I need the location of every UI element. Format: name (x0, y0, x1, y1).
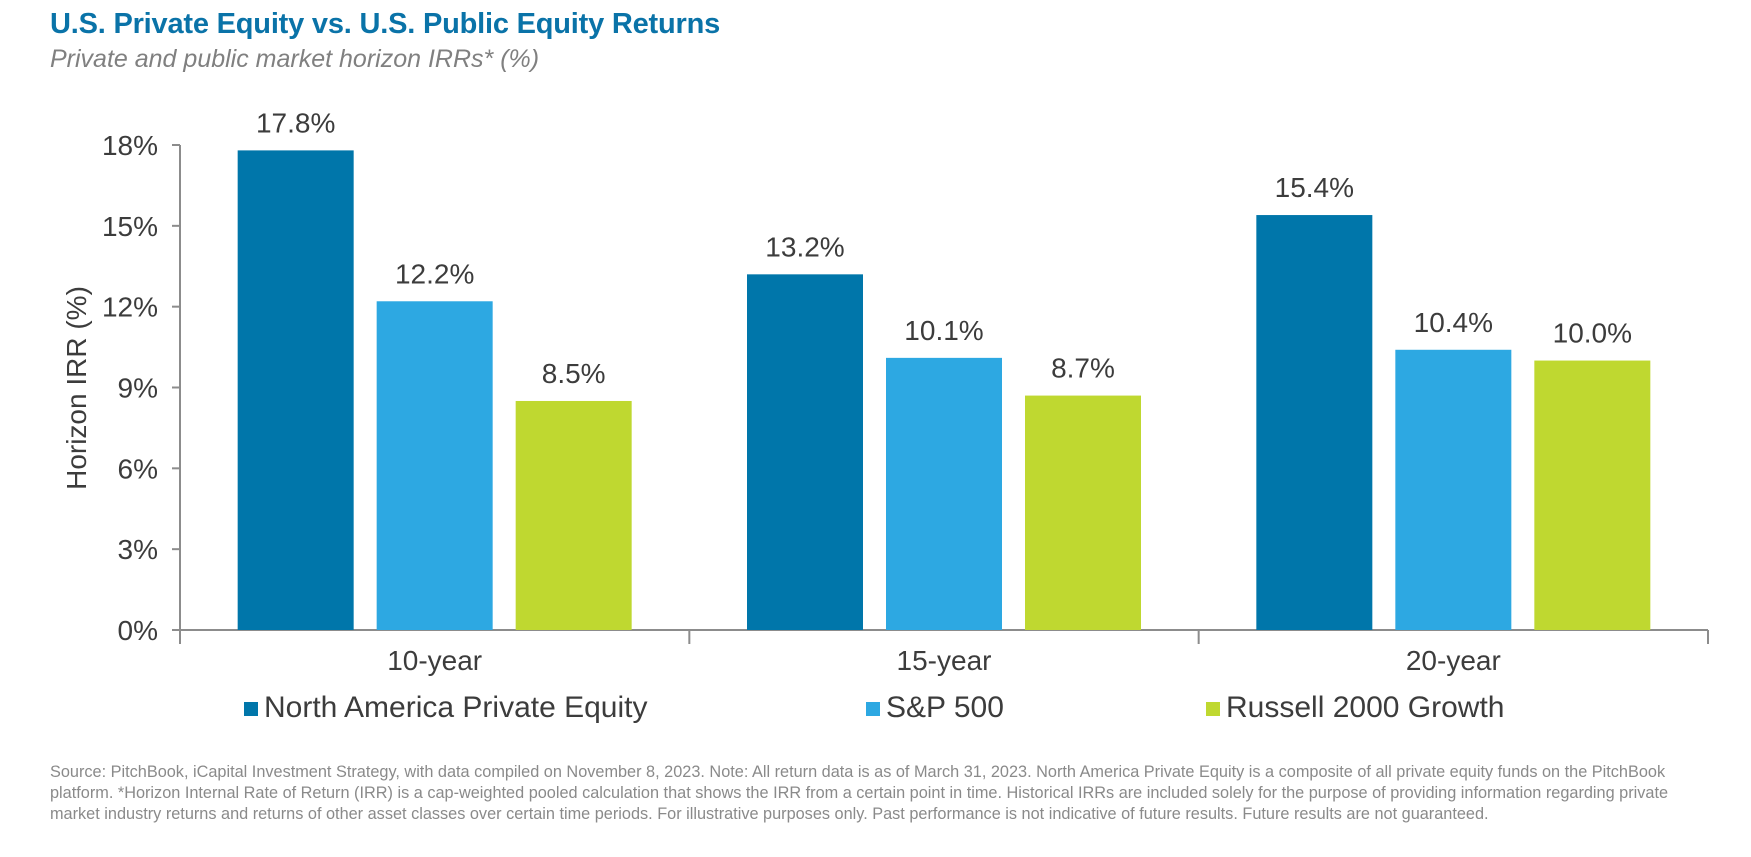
chart-title: U.S. Private Equity vs. U.S. Public Equi… (50, 8, 721, 40)
legend-label: Russell 2000 Growth (1226, 691, 1504, 724)
bar (1534, 360, 1651, 630)
bar (1256, 215, 1373, 631)
x-tick-label: 15-year (897, 645, 992, 676)
bar (1025, 395, 1141, 630)
y-tick-label: 15% (102, 211, 158, 242)
bar-value-label: 10.0% (1553, 318, 1632, 349)
legend-swatch (866, 702, 880, 716)
y-tick-label: 9% (118, 373, 158, 404)
y-tick-label: 18% (102, 130, 158, 161)
bar-value-label: 13.2% (765, 231, 844, 262)
y-tick-label: 12% (102, 292, 158, 323)
bar (515, 400, 632, 630)
bar (237, 150, 354, 630)
y-tick-label: 3% (118, 534, 158, 565)
bar (886, 357, 1002, 630)
bar (1395, 349, 1512, 630)
y-axis-title: Horizon IRR (%) (61, 286, 92, 490)
bar-chart: Horizon IRR (%) 0% 3% 6% 9% 12% 15% 18% 17.8% 12.… (61, 107, 1709, 724)
chart-subtitle: Private and public market horizon IRRs* … (50, 45, 540, 73)
legend-swatch (244, 702, 258, 716)
bar (747, 274, 863, 630)
source-note: Source: PitchBook, iCapital Investment S… (50, 763, 1669, 823)
bar-value-label: 15.4% (1275, 172, 1354, 203)
bar-value-label: 10.1% (904, 315, 983, 346)
legend-label: S&P 500 (886, 691, 1004, 724)
y-tick-label: 0% (118, 615, 158, 646)
bar-value-label: 17.8% (256, 107, 335, 138)
bar-value-label: 8.5% (542, 358, 606, 389)
legend-label: North America Private Equity (264, 691, 647, 724)
legend-swatch (1206, 702, 1220, 716)
bar-value-label: 8.7% (1051, 353, 1115, 384)
x-tick-label: 20-year (1406, 645, 1501, 676)
bar-value-label: 10.4% (1414, 307, 1493, 338)
y-tick-label: 6% (118, 453, 158, 484)
x-tick-label: 10-year (387, 645, 482, 676)
bar-value-label: 12.2% (395, 258, 474, 289)
bar (376, 301, 493, 630)
